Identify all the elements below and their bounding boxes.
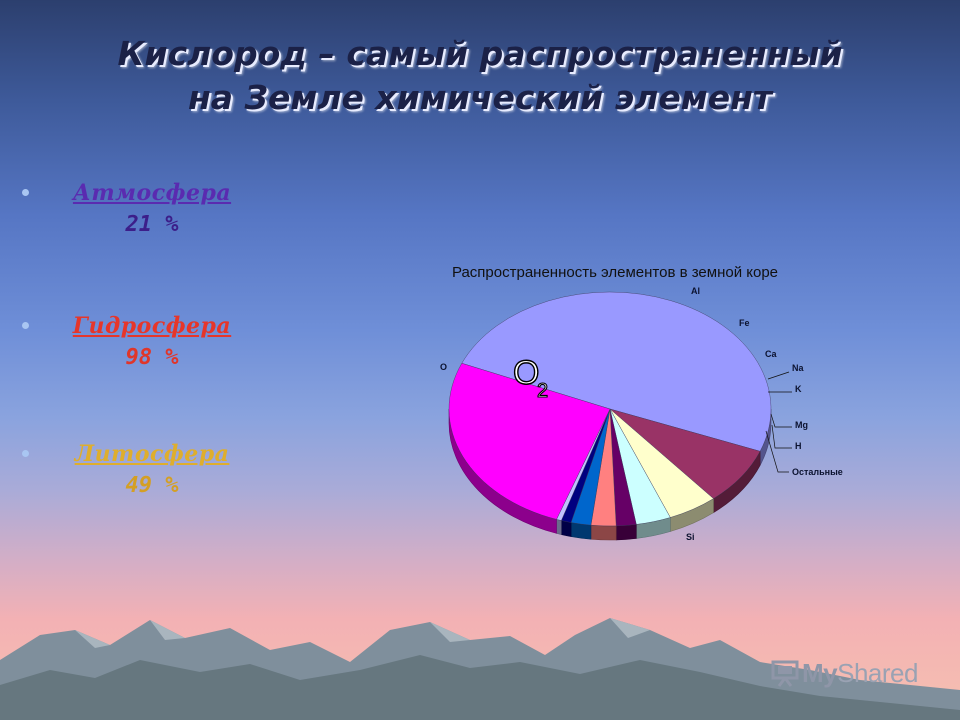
- title-line-1: Кислород – самый распространенный: [117, 34, 843, 73]
- pie-side-остальные: [556, 518, 562, 535]
- leader-line-остальные: [765, 430, 789, 473]
- pie-side-h: [561, 520, 572, 537]
- pie-label-h: H: [795, 441, 802, 451]
- pie-label-fe: Fe: [739, 318, 750, 328]
- chart-title: Распространенность элементов в земной ко…: [452, 264, 778, 281]
- hydrosphere-percent: 98 %: [125, 345, 179, 370]
- mountains-illustration: [0, 618, 960, 720]
- pie-slice-si: [448, 363, 611, 520]
- hydrosphere-link[interactable]: Гидросфера: [72, 313, 232, 339]
- presentation-icon: [771, 660, 799, 687]
- bullet-hydrosphere: Гидросфера 98 %: [22, 310, 272, 374]
- atmosphere-link[interactable]: Атмосфера: [72, 180, 232, 206]
- pie-label-остальные: Остальные: [792, 467, 843, 477]
- pie-sides: [448, 408, 772, 541]
- bullet-atmosphere: Атмосфера 21 %: [22, 177, 272, 241]
- pie-label-na: Na: [792, 363, 804, 373]
- lithosphere-percent: 49 %: [125, 473, 179, 498]
- leader-line-mg: [770, 413, 792, 428]
- leader-line-h: [771, 424, 792, 449]
- myshared-logo: MyShared: [770, 653, 918, 693]
- bullet-dot: [22, 189, 29, 196]
- pie-slices: [448, 291, 772, 527]
- pie-label-al: Al: [691, 286, 700, 296]
- pie-labels: O Al Fe Ca Na K Mg H Остальные Si: [440, 286, 843, 542]
- pie-label-ca: Ca: [765, 349, 777, 359]
- logo-text-shared: Shared: [837, 657, 918, 688]
- pie-label-k: K: [795, 384, 802, 394]
- o2-subscript: 2: [537, 380, 548, 402]
- logo-text-my: My: [802, 657, 838, 688]
- pie-label-si: Si: [686, 532, 695, 542]
- bullet-lithosphere: Литосфера 49 %: [22, 438, 272, 502]
- atmosphere-percent: 21 %: [125, 212, 179, 237]
- pie-chart: Распространенность элементов в земной ко…: [440, 264, 843, 542]
- bullet-dot: [22, 322, 29, 329]
- slide-title: Кислород – самый распространенный на Зем…: [0, 32, 960, 120]
- pie-side-na: [615, 524, 637, 541]
- pie-slice-o: [461, 291, 772, 452]
- pie-label-mg: Mg: [795, 420, 808, 430]
- o2-label: O: [513, 354, 539, 392]
- leader-line-na: [767, 371, 790, 380]
- lithosphere-link[interactable]: Литосфера: [74, 441, 230, 467]
- bullet-dot: [22, 450, 29, 457]
- title-line-2: на Земле химический элемент: [187, 78, 773, 117]
- pie-side-k: [590, 524, 617, 541]
- pie-label-o: O: [440, 362, 447, 372]
